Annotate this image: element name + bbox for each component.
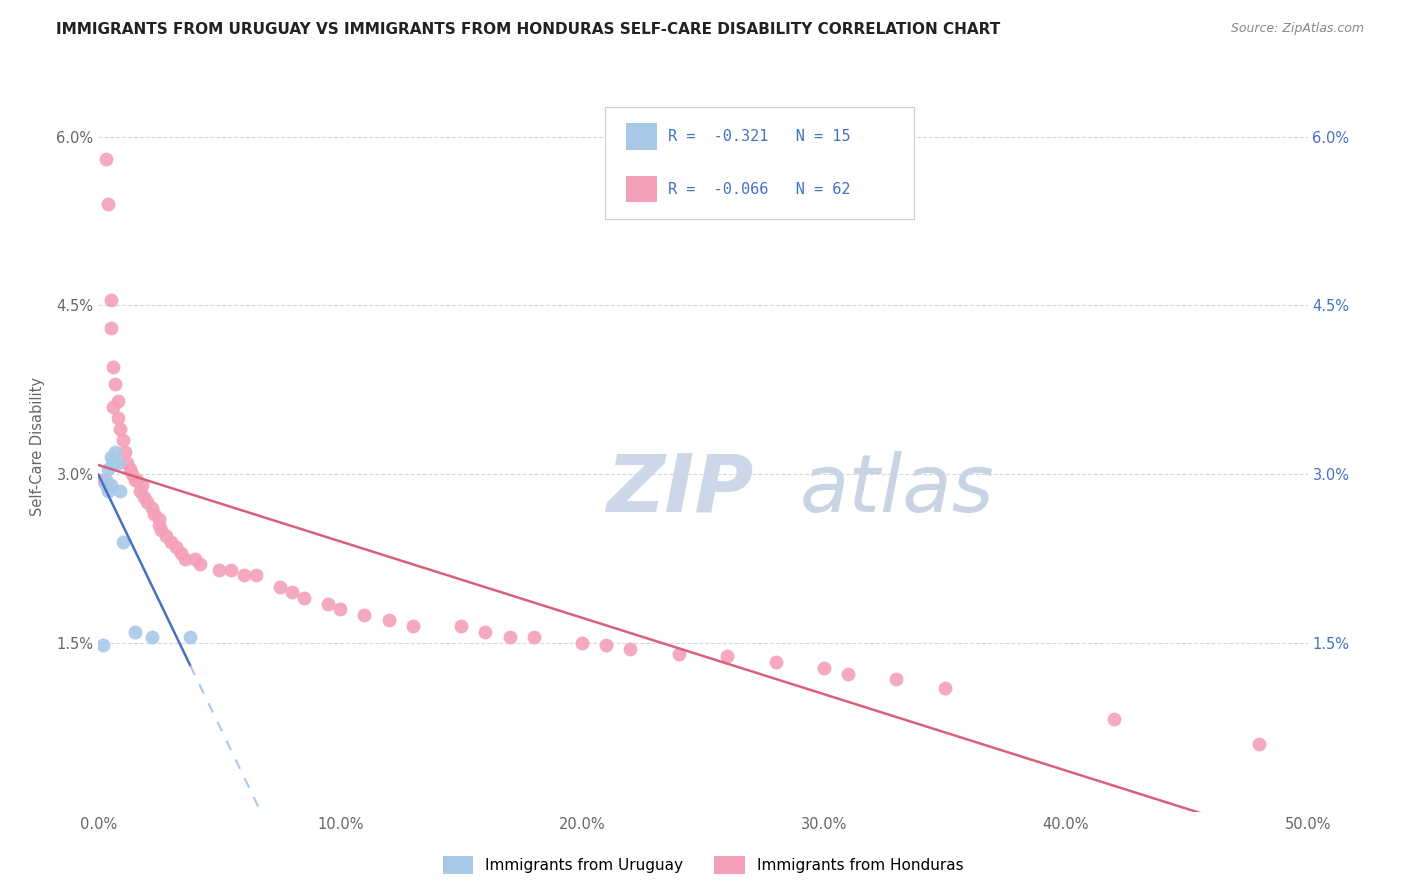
Point	[111, 534, 134, 549]
Point	[108, 422, 131, 436]
Point	[127, 473, 149, 487]
Point	[111, 434, 134, 448]
Point	[128, 483, 150, 498]
Point	[121, 467, 143, 482]
Point	[124, 473, 146, 487]
Point	[101, 456, 124, 470]
Point	[450, 619, 472, 633]
Point	[184, 551, 207, 566]
Point	[474, 624, 496, 639]
Point	[208, 563, 231, 577]
Point	[94, 478, 117, 492]
Point	[571, 636, 593, 650]
Point	[131, 478, 153, 492]
Point	[169, 546, 191, 560]
Point	[595, 638, 617, 652]
Point	[619, 641, 641, 656]
Point	[134, 490, 156, 504]
Point	[94, 152, 117, 166]
Point	[104, 444, 127, 458]
Text: IMMIGRANTS FROM URUGUAY VS IMMIGRANTS FROM HONDURAS SELF-CARE DISABILITY CORRELA: IMMIGRANTS FROM URUGUAY VS IMMIGRANTS FR…	[56, 22, 1001, 37]
Point	[165, 541, 187, 555]
Point	[108, 483, 131, 498]
Text: R =  -0.066   N = 62: R = -0.066 N = 62	[668, 182, 851, 196]
Point	[292, 591, 315, 605]
Point	[117, 456, 139, 470]
Point	[107, 456, 129, 470]
Point	[1249, 737, 1271, 751]
Point	[107, 410, 129, 425]
Point	[150, 524, 173, 538]
Point	[148, 517, 170, 532]
Point	[402, 619, 425, 633]
Point	[124, 624, 146, 639]
Point	[716, 649, 738, 664]
Point	[155, 529, 177, 543]
Point	[353, 607, 375, 622]
Text: R =  -0.321   N = 15: R = -0.321 N = 15	[668, 129, 851, 144]
Text: ZIP: ZIP	[606, 450, 754, 529]
Point	[498, 630, 520, 644]
Y-axis label: Self-Care Disability: Self-Care Disability	[31, 376, 45, 516]
Point	[107, 394, 129, 409]
Point	[765, 655, 787, 669]
Point	[813, 661, 835, 675]
Point	[94, 473, 117, 487]
Point	[143, 507, 166, 521]
Point	[523, 630, 546, 644]
Point	[188, 557, 211, 571]
Point	[837, 667, 859, 681]
Point	[91, 473, 114, 487]
Point	[221, 563, 243, 577]
Point	[179, 630, 201, 644]
Point	[101, 400, 124, 414]
Point	[668, 647, 690, 661]
Point	[100, 450, 122, 465]
Point	[1102, 713, 1125, 727]
Point	[886, 672, 908, 686]
Point	[174, 551, 197, 566]
Point	[281, 585, 304, 599]
Point	[160, 534, 183, 549]
Point	[97, 197, 120, 211]
Point	[97, 461, 120, 475]
Point	[118, 461, 141, 475]
Text: Source: ZipAtlas.com: Source: ZipAtlas.com	[1230, 22, 1364, 36]
Point	[232, 568, 254, 582]
Point	[101, 360, 124, 375]
Point	[135, 495, 157, 509]
Point	[100, 321, 122, 335]
Point	[114, 444, 136, 458]
Point	[377, 614, 399, 628]
Point	[100, 478, 122, 492]
Point	[316, 597, 339, 611]
Point	[97, 483, 120, 498]
Point	[91, 638, 114, 652]
Point	[104, 377, 127, 392]
Point	[100, 293, 122, 307]
Point	[329, 602, 352, 616]
Point	[269, 580, 291, 594]
Point	[245, 568, 267, 582]
Text: atlas: atlas	[800, 450, 994, 529]
Point	[141, 500, 163, 515]
Point	[934, 681, 956, 695]
Legend: Immigrants from Uruguay, Immigrants from Honduras: Immigrants from Uruguay, Immigrants from…	[436, 850, 970, 880]
Point	[148, 512, 170, 526]
Point	[141, 630, 163, 644]
